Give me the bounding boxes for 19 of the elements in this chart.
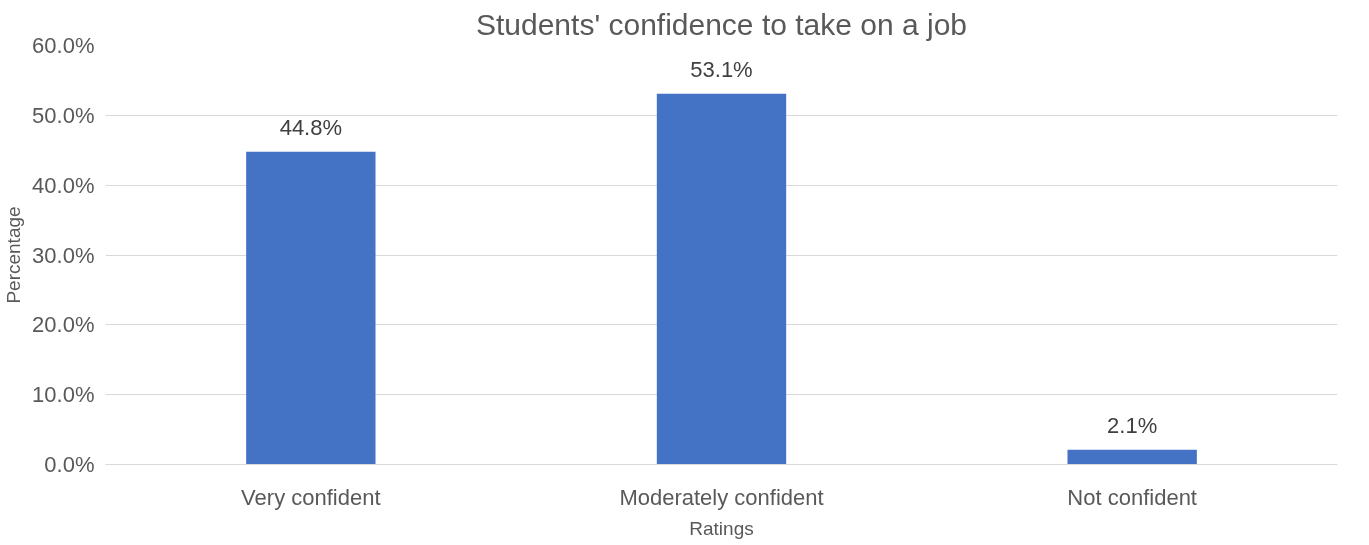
x-tick-label: Very confident [241, 484, 381, 510]
data-label: 53.1% [690, 56, 753, 82]
chart-title: Students' confidence to take on a job [475, 7, 968, 41]
bar [246, 151, 376, 465]
y-tick-label: 40.0% [32, 172, 95, 198]
data-label: 2.1% [1107, 412, 1158, 438]
y-axis-title: Percentage [3, 206, 25, 304]
y-tick-label: 0.0% [44, 452, 95, 477]
data-label: 44.8% [279, 114, 343, 140]
y-tick-label: 10.0% [32, 382, 95, 408]
y-tick-label: 20.0% [32, 312, 95, 338]
y-tick-label: 30.0% [32, 242, 95, 268]
x-axis-title: Ratings [689, 517, 754, 539]
y-tick-label: 60.0% [32, 33, 95, 58]
bar [656, 93, 787, 465]
x-tick-label: Moderately confident [619, 484, 824, 510]
bar [1067, 449, 1197, 465]
y-tick-label: 50.0% [32, 102, 95, 128]
x-tick-label: Not confident [1067, 484, 1197, 510]
